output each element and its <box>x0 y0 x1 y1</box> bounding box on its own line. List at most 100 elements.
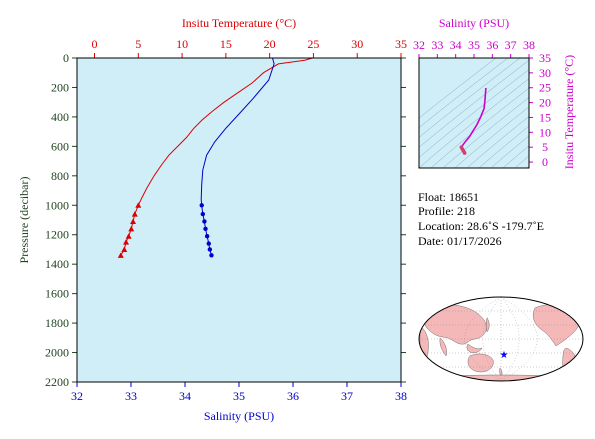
density-contour-line <box>454 106 529 168</box>
ts-plot-density-contours <box>419 58 529 168</box>
salinity-tick-label: 36 <box>287 389 299 403</box>
float-id-text: Float: 18651 <box>418 190 479 204</box>
temperature-data-point <box>135 202 142 208</box>
density-contour-line <box>430 87 529 168</box>
density-contour-line <box>526 165 529 168</box>
temperature-data-point <box>125 233 132 239</box>
temperature-tick-label: 20 <box>264 37 276 51</box>
top-axis-title: Insitu Temperature (°C) <box>182 16 296 30</box>
pressure-tick-label: 1400 <box>45 257 69 271</box>
ts-temperature-tick-label: 0 <box>542 155 548 169</box>
temperature-tick-label: 10 <box>176 37 188 51</box>
density-contour-line <box>419 69 529 158</box>
density-contour-line <box>419 78 529 168</box>
profile-plot-axes: 0 5 10 15 20 25 30 35 32 33 34 35 36 37 38 0 200 400 600 80… <box>45 37 407 403</box>
map-land-india <box>439 337 447 357</box>
density-contour-line <box>419 58 509 128</box>
temperature-tick-label: 30 <box>351 37 363 51</box>
bottom-axis-title: Salinity (PSU) <box>204 409 274 423</box>
pressure-tick-label: 1200 <box>45 228 69 242</box>
temperature-data-point <box>117 252 124 258</box>
map-longitude-line <box>464 297 502 381</box>
ts-temperature-tick-label: 35 <box>539 51 551 65</box>
pressure-tick-label: 2200 <box>45 375 69 389</box>
temperature-tick-label: 5 <box>135 37 141 51</box>
salinity-data-point <box>200 211 206 217</box>
salinity-data-point <box>203 226 208 232</box>
map-land-japan <box>486 317 490 333</box>
salinity-data-point <box>202 219 207 224</box>
ts-salinity-tick-label: 33 <box>431 38 443 52</box>
salinity-tick-label: 33 <box>125 389 137 403</box>
salinity-tick-label: 34 <box>179 389 191 403</box>
profile-plot-background <box>77 58 401 382</box>
salinity-data-point <box>199 203 204 208</box>
density-contour-line <box>502 145 529 168</box>
ts-salinity-tick-label: 36 <box>486 38 498 52</box>
map-land-antarctica <box>419 374 583 381</box>
pressure-axis-title: Pressure (decibar) <box>17 177 31 264</box>
pressure-tick-label: 200 <box>51 80 69 94</box>
pressure-tick-label: 1800 <box>45 316 69 330</box>
ts-plot-right-axis-title: Insitu Temperature (°C) <box>562 55 576 169</box>
location-text: Location: 28.6˚S -179.7˚E <box>418 219 544 233</box>
ts-temperature-tick-label: 25 <box>539 81 551 95</box>
map-longitude-line <box>500 297 538 381</box>
temperature-data-point <box>121 246 128 252</box>
profile-plot-frame <box>76 57 402 383</box>
ts-plot-top-axis-title: Salinity (PSU) <box>439 16 509 30</box>
ts-plot-frame <box>418 57 530 169</box>
salinity-data-point <box>206 241 211 246</box>
profile-number-text: Profile: 218 <box>418 204 475 218</box>
salinity-data-point <box>207 247 213 252</box>
density-contour-line <box>490 135 529 168</box>
temperature-tick-label: 15 <box>220 37 232 51</box>
ts-deep-data-point <box>462 151 467 155</box>
density-contour-line <box>466 116 529 168</box>
density-contour-line <box>419 58 521 138</box>
map-land-australia <box>467 353 494 373</box>
date-text: Date: 01/17/2026 <box>418 234 502 248</box>
float-position-marker: ★ <box>500 350 509 361</box>
temperature-tick-label: 35 <box>395 37 407 51</box>
pressure-tick-label: 400 <box>51 110 69 124</box>
density-contour-line <box>419 59 529 148</box>
ts-temperature-tick-label: 5 <box>542 140 548 154</box>
salinity-tick-label: 35 <box>233 389 245 403</box>
salinity-data-point <box>204 234 210 239</box>
pressure-tick-label: 800 <box>51 169 69 183</box>
map-land-indonesia <box>466 343 483 353</box>
ts-temperature-tick-label: 30 <box>539 66 551 80</box>
temperature-data-point <box>123 239 130 245</box>
ts-temperature-tick-label: 10 <box>539 125 551 139</box>
pressure-tick-label: 2000 <box>45 346 69 360</box>
map-graticule <box>419 297 583 381</box>
ts-salinity-tick-label: 34 <box>450 38 462 52</box>
world-map: ★ <box>418 296 584 382</box>
salinity-data-point <box>209 253 214 258</box>
temperature-tick-label: 0 <box>92 37 98 51</box>
ts-plot-series <box>459 87 487 155</box>
ts-salinity-tick-label: 32 <box>413 38 425 52</box>
ts-salinity-tick-label: 37 <box>505 38 517 52</box>
temperature-data-point <box>131 211 138 217</box>
temperature-tick-label: 25 <box>307 37 319 51</box>
salinity-tick-label: 38 <box>395 389 407 403</box>
ts-temperature-tick-label: 15 <box>539 110 551 124</box>
ts-salinity-tick-label: 38 <box>523 38 535 52</box>
density-contour-line <box>419 58 497 119</box>
temperature-data-point <box>128 225 135 232</box>
salinity-tick-label: 32 <box>71 389 83 403</box>
density-contour-line <box>442 97 529 168</box>
density-contour-line <box>514 155 529 168</box>
map-outline <box>418 296 584 382</box>
temperature-data-point <box>130 218 137 224</box>
ts-temperature-tick-label: 20 <box>539 96 551 110</box>
pressure-tick-label: 1000 <box>45 198 69 212</box>
salinity-tick-label: 37 <box>341 389 353 403</box>
ts-salinity-tick-label: 35 <box>468 38 480 52</box>
map-land-asia <box>424 304 487 345</box>
pressure-tick-label: 1600 <box>45 287 69 301</box>
